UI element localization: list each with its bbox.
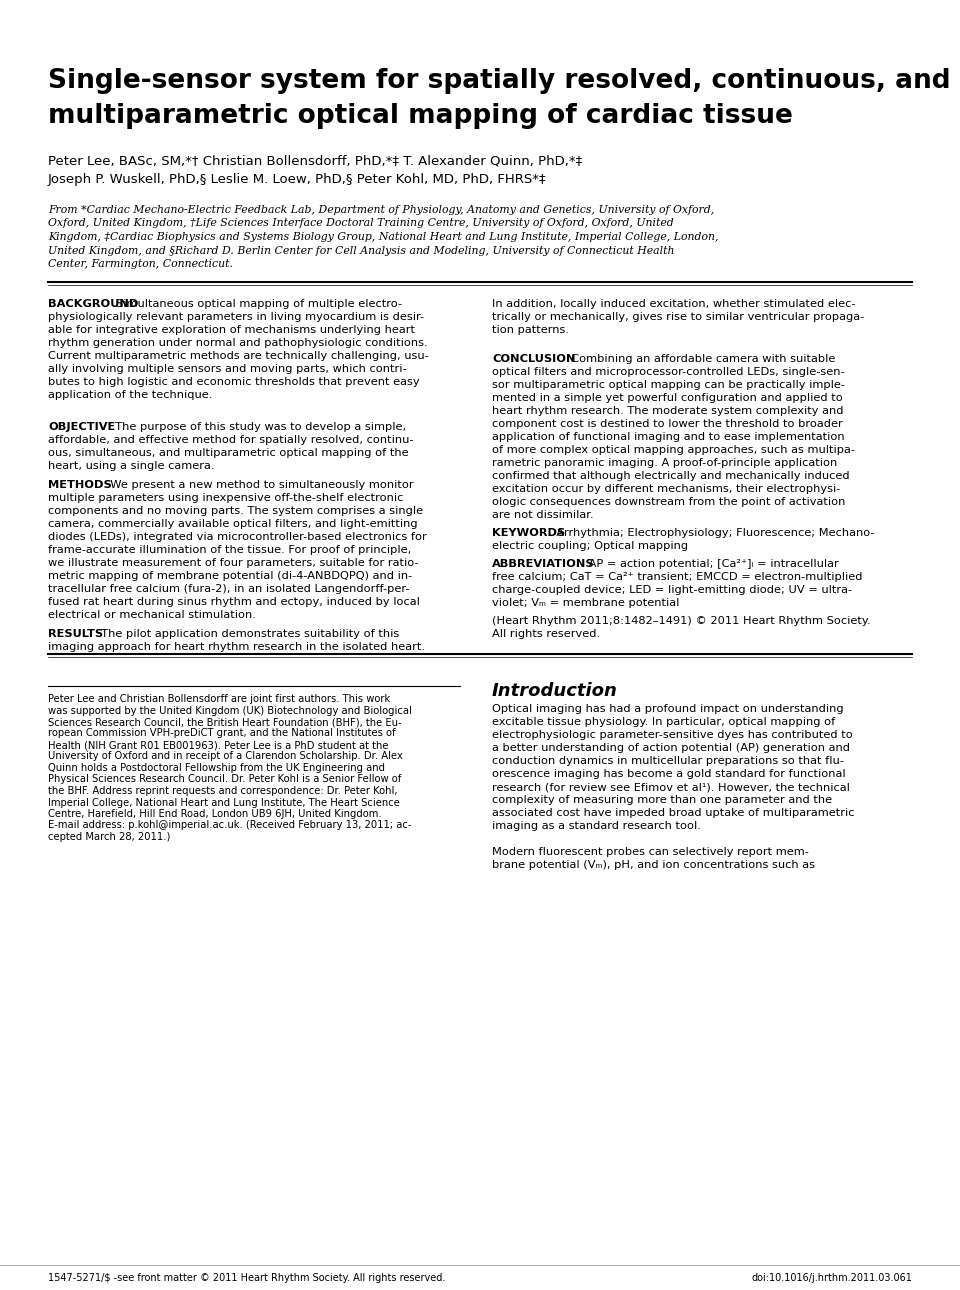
Text: a better understanding of action potential (AP) generation and: a better understanding of action potenti…	[492, 743, 850, 753]
Text: Single-sensor system for spatially resolved, continuous, and: Single-sensor system for spatially resol…	[48, 68, 950, 94]
Text: associated cost have impeded broad uptake of multiparametric: associated cost have impeded broad uptak…	[492, 808, 854, 818]
Text: ally involving multiple sensors and moving parts, which contri-: ally involving multiple sensors and movi…	[48, 364, 407, 374]
Text: the BHF. Address reprint requests and correspondence: Dr. Peter Kohl,: the BHF. Address reprint requests and co…	[48, 786, 397, 796]
Text: electrophysiologic parameter-sensitive dyes has contributed to: electrophysiologic parameter-sensitive d…	[492, 730, 852, 740]
Text: Modern fluorescent probes can selectively report mem-: Modern fluorescent probes can selectivel…	[492, 848, 809, 857]
Text: OBJECTIVE: OBJECTIVE	[48, 422, 115, 432]
Text: electrical or mechanical stimulation.: electrical or mechanical stimulation.	[48, 610, 256, 620]
Text: METHODS: METHODS	[48, 480, 111, 490]
Text: We present a new method to simultaneously monitor: We present a new method to simultaneousl…	[103, 480, 414, 490]
Text: Joseph P. Wuskell, PhD,§ Leslie M. Loew, PhD,§ Peter Kohl, MD, PhD, FHRS*‡: Joseph P. Wuskell, PhD,§ Leslie M. Loew,…	[48, 173, 546, 186]
Text: Peter Lee, BASc, SM,*† Christian Bollensdorff, PhD,*‡ T. Alexander Quinn, PhD,*‡: Peter Lee, BASc, SM,*† Christian Bollens…	[48, 155, 583, 168]
Text: BACKGROUND: BACKGROUND	[48, 299, 138, 310]
Text: we illustrate measurement of four parameters, suitable for ratio-: we illustrate measurement of four parame…	[48, 559, 419, 568]
Text: affordable, and effective method for spatially resolved, continu-: affordable, and effective method for spa…	[48, 435, 414, 445]
Text: Combining an affordable camera with suitable: Combining an affordable camera with suit…	[564, 353, 835, 364]
Text: imaging as a standard research tool.: imaging as a standard research tool.	[492, 820, 701, 831]
Text: violet; Vₘ = membrane potential: violet; Vₘ = membrane potential	[492, 599, 680, 608]
Text: orescence imaging has become a gold standard for functional: orescence imaging has become a gold stan…	[492, 769, 846, 779]
Text: (Heart Rhythm 2011;8:1482–1491) © 2011 Heart Rhythm Society.: (Heart Rhythm 2011;8:1482–1491) © 2011 H…	[492, 617, 871, 626]
Text: tracellular free calcium (fura-2), in an isolated Langendorff-per-: tracellular free calcium (fura-2), in an…	[48, 584, 410, 593]
Text: trically or mechanically, gives rise to similar ventricular propaga-: trically or mechanically, gives rise to …	[492, 312, 864, 322]
Text: The pilot application demonstrates suitability of this: The pilot application demonstrates suita…	[94, 630, 399, 639]
Text: was supported by the United Kingdom (UK) Biotechnology and Biological: was supported by the United Kingdom (UK)…	[48, 706, 412, 716]
Text: RESULTS: RESULTS	[48, 630, 103, 639]
Text: imaging approach for heart rhythm research in the isolated heart.: imaging approach for heart rhythm resear…	[48, 642, 425, 651]
Text: confirmed that although electrically and mechanically induced: confirmed that although electrically and…	[492, 471, 850, 481]
Text: University of Oxford and in receipt of a Clarendon Scholarship. Dr. Alex: University of Oxford and in receipt of a…	[48, 752, 403, 761]
Text: Quinn holds a Postdoctoral Fellowship from the UK Engineering and: Quinn holds a Postdoctoral Fellowship fr…	[48, 762, 385, 773]
Text: camera, commercially available optical filters, and light-emitting: camera, commercially available optical f…	[48, 519, 418, 529]
Text: physiologically relevant parameters in living myocardium is desir-: physiologically relevant parameters in l…	[48, 312, 424, 322]
Text: fused rat heart during sinus rhythm and ectopy, induced by local: fused rat heart during sinus rhythm and …	[48, 597, 420, 608]
Text: complexity of measuring more than one parameter and the: complexity of measuring more than one pa…	[492, 795, 832, 805]
Text: 1547-5271/$ -see front matter © 2011 Heart Rhythm Society. All rights reserved.: 1547-5271/$ -see front matter © 2011 Hea…	[48, 1273, 445, 1284]
Text: excitation occur by different mechanisms, their electrophysi-: excitation occur by different mechanisms…	[492, 484, 840, 494]
Text: KEYWORDS: KEYWORDS	[492, 528, 565, 538]
Text: Peter Lee and Christian Bollensdorff are joint first authors. This work: Peter Lee and Christian Bollensdorff are…	[48, 694, 391, 704]
Text: rhythm generation under normal and pathophysiologic conditions.: rhythm generation under normal and patho…	[48, 338, 427, 348]
Text: Imperial College, National Heart and Lung Institute, The Heart Science: Imperial College, National Heart and Lun…	[48, 797, 400, 808]
Text: free calcium; CaT = Ca²⁺ transient; EMCCD = electron-multiplied: free calcium; CaT = Ca²⁺ transient; EMCC…	[492, 571, 862, 582]
Text: brane potential (Vₘ), pH, and ion concentrations such as: brane potential (Vₘ), pH, and ion concen…	[492, 860, 815, 869]
Text: Arrhythmia; Electrophysiology; Fluorescence; Mechano-: Arrhythmia; Electrophysiology; Fluoresce…	[549, 528, 875, 538]
Text: Centre, Harefield, Hill End Road, London UB9 6JH, United Kingdom.: Centre, Harefield, Hill End Road, London…	[48, 809, 382, 819]
Text: butes to high logistic and economic thresholds that prevent easy: butes to high logistic and economic thre…	[48, 377, 420, 387]
Text: able for integrative exploration of mechanisms underlying heart: able for integrative exploration of mech…	[48, 325, 415, 335]
Text: Health (NIH Grant R01 EB001963). Peter Lee is a PhD student at the: Health (NIH Grant R01 EB001963). Peter L…	[48, 740, 389, 749]
Text: research (for review see Efimov et al¹). However, the technical: research (for review see Efimov et al¹).…	[492, 782, 850, 792]
Text: cepted March 28, 2011.): cepted March 28, 2011.)	[48, 832, 170, 842]
Text: Physical Sciences Research Council. Dr. Peter Kohl is a Senior Fellow of: Physical Sciences Research Council. Dr. …	[48, 774, 401, 784]
Text: excitable tissue physiology. In particular, optical mapping of: excitable tissue physiology. In particul…	[492, 717, 835, 728]
Text: multiple parameters using inexpensive off-the-shelf electronic: multiple parameters using inexpensive of…	[48, 493, 403, 503]
Text: tion patterns.: tion patterns.	[492, 325, 569, 335]
Text: Current multiparametric methods are technically challenging, usu-: Current multiparametric methods are tech…	[48, 351, 429, 361]
Text: components and no moving parts. The system comprises a single: components and no moving parts. The syst…	[48, 506, 423, 516]
Text: Kingdom, ‡Cardiac Biophysics and Systems Biology Group, National Heart and Lung : Kingdom, ‡Cardiac Biophysics and Systems…	[48, 232, 718, 243]
Text: doi:10.1016/j.hrthm.2011.03.061: doi:10.1016/j.hrthm.2011.03.061	[751, 1273, 912, 1284]
Text: mented in a simple yet powerful configuration and applied to: mented in a simple yet powerful configur…	[492, 393, 843, 402]
Text: multiparametric optical mapping of cardiac tissue: multiparametric optical mapping of cardi…	[48, 103, 793, 129]
Text: In addition, locally induced excitation, whether stimulated elec-: In addition, locally induced excitation,…	[492, 299, 855, 310]
Text: Optical imaging has had a profound impact on understanding: Optical imaging has had a profound impac…	[492, 704, 844, 713]
Text: CONCLUSION: CONCLUSION	[492, 353, 575, 364]
Text: frame-accurate illumination of the tissue. For proof of principle,: frame-accurate illumination of the tissu…	[48, 544, 411, 555]
Text: AP = action potential; [Ca²⁺]ᵢ = intracellular: AP = action potential; [Ca²⁺]ᵢ = intrace…	[585, 559, 839, 569]
Text: From *Cardiac Mechano-Electric Feedback Lab, Department of Physiology, Anatomy a: From *Cardiac Mechano-Electric Feedback …	[48, 205, 714, 215]
Text: sor multiparametric optical mapping can be practically imple-: sor multiparametric optical mapping can …	[492, 381, 845, 390]
Text: All rights reserved.: All rights reserved.	[492, 630, 600, 639]
Text: E-mail address: p.kohl@imperial.ac.uk. (Received February 13, 2011; ac-: E-mail address: p.kohl@imperial.ac.uk. (…	[48, 820, 412, 831]
Text: Simultaneous optical mapping of multiple electro-: Simultaneous optical mapping of multiple…	[116, 299, 402, 310]
Text: Sciences Research Council, the British Heart Foundation (BHF), the Eu-: Sciences Research Council, the British H…	[48, 717, 401, 728]
Text: electric coupling; Optical mapping: electric coupling; Optical mapping	[492, 541, 688, 551]
Text: Oxford, United Kingdom, †Life Sciences Interface Doctoral Training Centre, Unive: Oxford, United Kingdom, †Life Sciences I…	[48, 218, 674, 228]
Text: component cost is destined to lower the threshold to broader: component cost is destined to lower the …	[492, 419, 843, 430]
Text: rametric panoramic imaging. A proof-of-principle application: rametric panoramic imaging. A proof-of-p…	[492, 458, 837, 468]
Text: heart rhythm research. The moderate system complexity and: heart rhythm research. The moderate syst…	[492, 406, 844, 415]
Text: metric mapping of membrane potential (di-4-ANBDQPQ) and in-: metric mapping of membrane potential (di…	[48, 571, 412, 580]
Text: conduction dynamics in multicellular preparations so that flu-: conduction dynamics in multicellular pre…	[492, 756, 844, 766]
Text: ologic consequences downstream from the point of activation: ologic consequences downstream from the …	[492, 497, 846, 507]
Text: diodes (LEDs), integrated via microcontroller-based electronics for: diodes (LEDs), integrated via microcontr…	[48, 531, 427, 542]
Text: application of the technique.: application of the technique.	[48, 390, 212, 400]
Text: ropean Commission VPH-preDiCT grant, and the National Institutes of: ropean Commission VPH-preDiCT grant, and…	[48, 729, 396, 738]
Text: United Kingdom, and §Richard D. Berlin Center for Cell Analysis and Modeling, Un: United Kingdom, and §Richard D. Berlin C…	[48, 245, 675, 255]
Text: ous, simultaneous, and multiparametric optical mapping of the: ous, simultaneous, and multiparametric o…	[48, 448, 409, 458]
Text: of more complex optical mapping approaches, such as multipa-: of more complex optical mapping approach…	[492, 445, 855, 455]
Text: are not dissimilar.: are not dissimilar.	[492, 510, 593, 520]
Text: Center, Farmington, Connecticut.: Center, Farmington, Connecticut.	[48, 259, 233, 270]
Text: ABBREVIATIONS: ABBREVIATIONS	[492, 559, 594, 569]
Text: heart, using a single camera.: heart, using a single camera.	[48, 461, 214, 471]
Text: application of functional imaging and to ease implementation: application of functional imaging and to…	[492, 432, 845, 442]
Text: The purpose of this study was to develop a simple,: The purpose of this study was to develop…	[108, 422, 406, 432]
Text: optical filters and microprocessor-controlled LEDs, single-sen-: optical filters and microprocessor-contr…	[492, 366, 845, 377]
Text: Introduction: Introduction	[492, 682, 618, 700]
Text: charge-coupled device; LED = light-emitting diode; UV = ultra-: charge-coupled device; LED = light-emitt…	[492, 584, 852, 595]
